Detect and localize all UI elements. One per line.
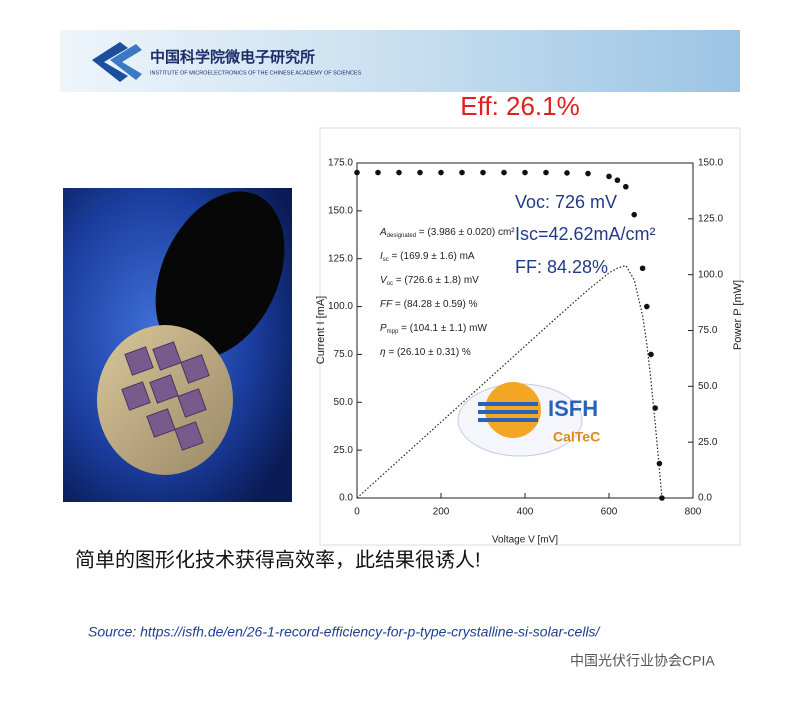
header-banner bbox=[60, 30, 740, 92]
current-point bbox=[438, 169, 444, 176]
annotation: η = (26.10 ± 0.31) % bbox=[380, 347, 471, 358]
y-axis-label: Current I [mA] bbox=[315, 296, 327, 364]
highlight: Voc: 726 mV bbox=[515, 192, 617, 212]
y-tick-label: 125.0 bbox=[328, 253, 353, 264]
y2-tick-label: 125.0 bbox=[698, 213, 723, 224]
y-tick-label: 25.0 bbox=[334, 445, 354, 456]
y-tick-label: 150.0 bbox=[328, 205, 353, 216]
x-axis-label: Voltage V [mV] bbox=[492, 535, 558, 546]
isfh-logo bbox=[457, 382, 583, 457]
annotation-symbol: A bbox=[379, 227, 387, 238]
current-point bbox=[480, 169, 486, 176]
annotation: Voc = (726.6 ± 1.8) mV bbox=[380, 275, 479, 287]
chart-title: Eff: 26.1% bbox=[460, 91, 580, 121]
current-point bbox=[375, 169, 381, 176]
header-subtitle: INSTITUTE OF MICROELECTRONICS OF THE CHI… bbox=[150, 70, 362, 76]
y2-tick-label: 0.0 bbox=[698, 493, 712, 504]
header-title: 中国科学院微电子研究所 bbox=[150, 48, 315, 66]
highlight: FF: 84.28% bbox=[515, 257, 608, 277]
annotation: Adesignated = (3.986 ± 0.020) cm² bbox=[379, 227, 515, 239]
annotation-text: = (84.28 ± 0.59) % bbox=[392, 299, 477, 310]
y2-axis-label: Power P [mW] bbox=[732, 280, 744, 350]
annotation-sub: oc bbox=[387, 281, 393, 287]
annotation-text: = (169.9 ± 1.6) mA bbox=[389, 251, 475, 262]
y2-tick-label: 100.0 bbox=[698, 269, 723, 280]
annotation-sub: sc bbox=[383, 257, 389, 263]
y2-tick-label: 150.0 bbox=[698, 158, 723, 169]
x-tick-label: 800 bbox=[685, 507, 702, 518]
logo-name: ISFH bbox=[548, 396, 598, 421]
power-line bbox=[356, 264, 663, 499]
chart-frame bbox=[319, 127, 741, 546]
y-tick-label: 100.0 bbox=[328, 301, 353, 312]
current-point bbox=[543, 169, 549, 176]
current-point bbox=[501, 169, 507, 176]
highlight: Isc=42.62mA/cm² bbox=[515, 224, 656, 244]
annotation-symbol: I bbox=[380, 251, 383, 262]
current-point bbox=[522, 169, 528, 176]
annotation: Pmpp = (104.1 ± 1.1) mW bbox=[380, 323, 487, 335]
current-point bbox=[623, 183, 629, 190]
caption: 简单的图形化技术获得高效率，此结果很诱人! bbox=[75, 548, 481, 571]
current-point bbox=[459, 169, 465, 176]
current-point bbox=[417, 169, 423, 176]
current-point bbox=[656, 460, 663, 467]
annotation-symbol: V bbox=[380, 275, 388, 286]
current-point bbox=[585, 170, 591, 177]
y-tick-label: 0.0 bbox=[339, 493, 353, 504]
annotation-text: = (26.10 ± 0.31) % bbox=[386, 347, 471, 358]
x-tick-label: 200 bbox=[433, 507, 450, 518]
current-point bbox=[614, 177, 621, 184]
wafer-photo bbox=[63, 188, 292, 502]
watermark: 中国光伏行业协会CPIA bbox=[570, 653, 715, 669]
y-tick-label: 50.0 bbox=[334, 397, 354, 408]
current-point bbox=[631, 211, 637, 218]
y2-tick-label: 50.0 bbox=[698, 381, 718, 392]
current-point bbox=[396, 169, 402, 176]
x-tick-label: 0 bbox=[354, 507, 360, 518]
annotation-symbol: η bbox=[380, 347, 386, 358]
source: Source: https://isfh.de/en/26-1-record-e… bbox=[88, 624, 602, 640]
y-tick-label: 75.0 bbox=[334, 349, 354, 360]
current-point bbox=[648, 351, 654, 358]
logo-mark bbox=[92, 42, 142, 82]
annotation: Isc = (169.9 ± 1.6) mA bbox=[380, 251, 475, 263]
x-tick-label: 600 bbox=[601, 507, 618, 518]
current-point bbox=[659, 495, 665, 501]
current-point bbox=[606, 173, 612, 180]
annotation-sub: designated bbox=[387, 233, 416, 239]
x-tick-label: 400 bbox=[517, 507, 534, 518]
annotation-symbol: FF bbox=[380, 299, 393, 310]
current-point bbox=[644, 303, 650, 310]
current-point bbox=[639, 265, 646, 272]
annotation-symbol: P bbox=[380, 323, 387, 334]
annotation-text: = (3.986 ± 0.020) cm² bbox=[416, 227, 515, 238]
annotation: FF = (84.28 ± 0.59) % bbox=[380, 299, 478, 310]
annotation-text: = (104.1 ± 1.1) mW bbox=[398, 323, 487, 334]
y2-tick-label: 25.0 bbox=[698, 437, 718, 448]
current-point bbox=[564, 170, 570, 176]
y-tick-label: 175.0 bbox=[328, 158, 353, 169]
annotation-sub: mpp bbox=[387, 329, 399, 335]
annotation-text: = (726.6 ± 1.8) mV bbox=[393, 275, 479, 286]
y2-tick-label: 75.0 bbox=[698, 325, 718, 336]
logo-sub: CalTeC bbox=[553, 429, 600, 445]
current-point bbox=[354, 169, 360, 176]
